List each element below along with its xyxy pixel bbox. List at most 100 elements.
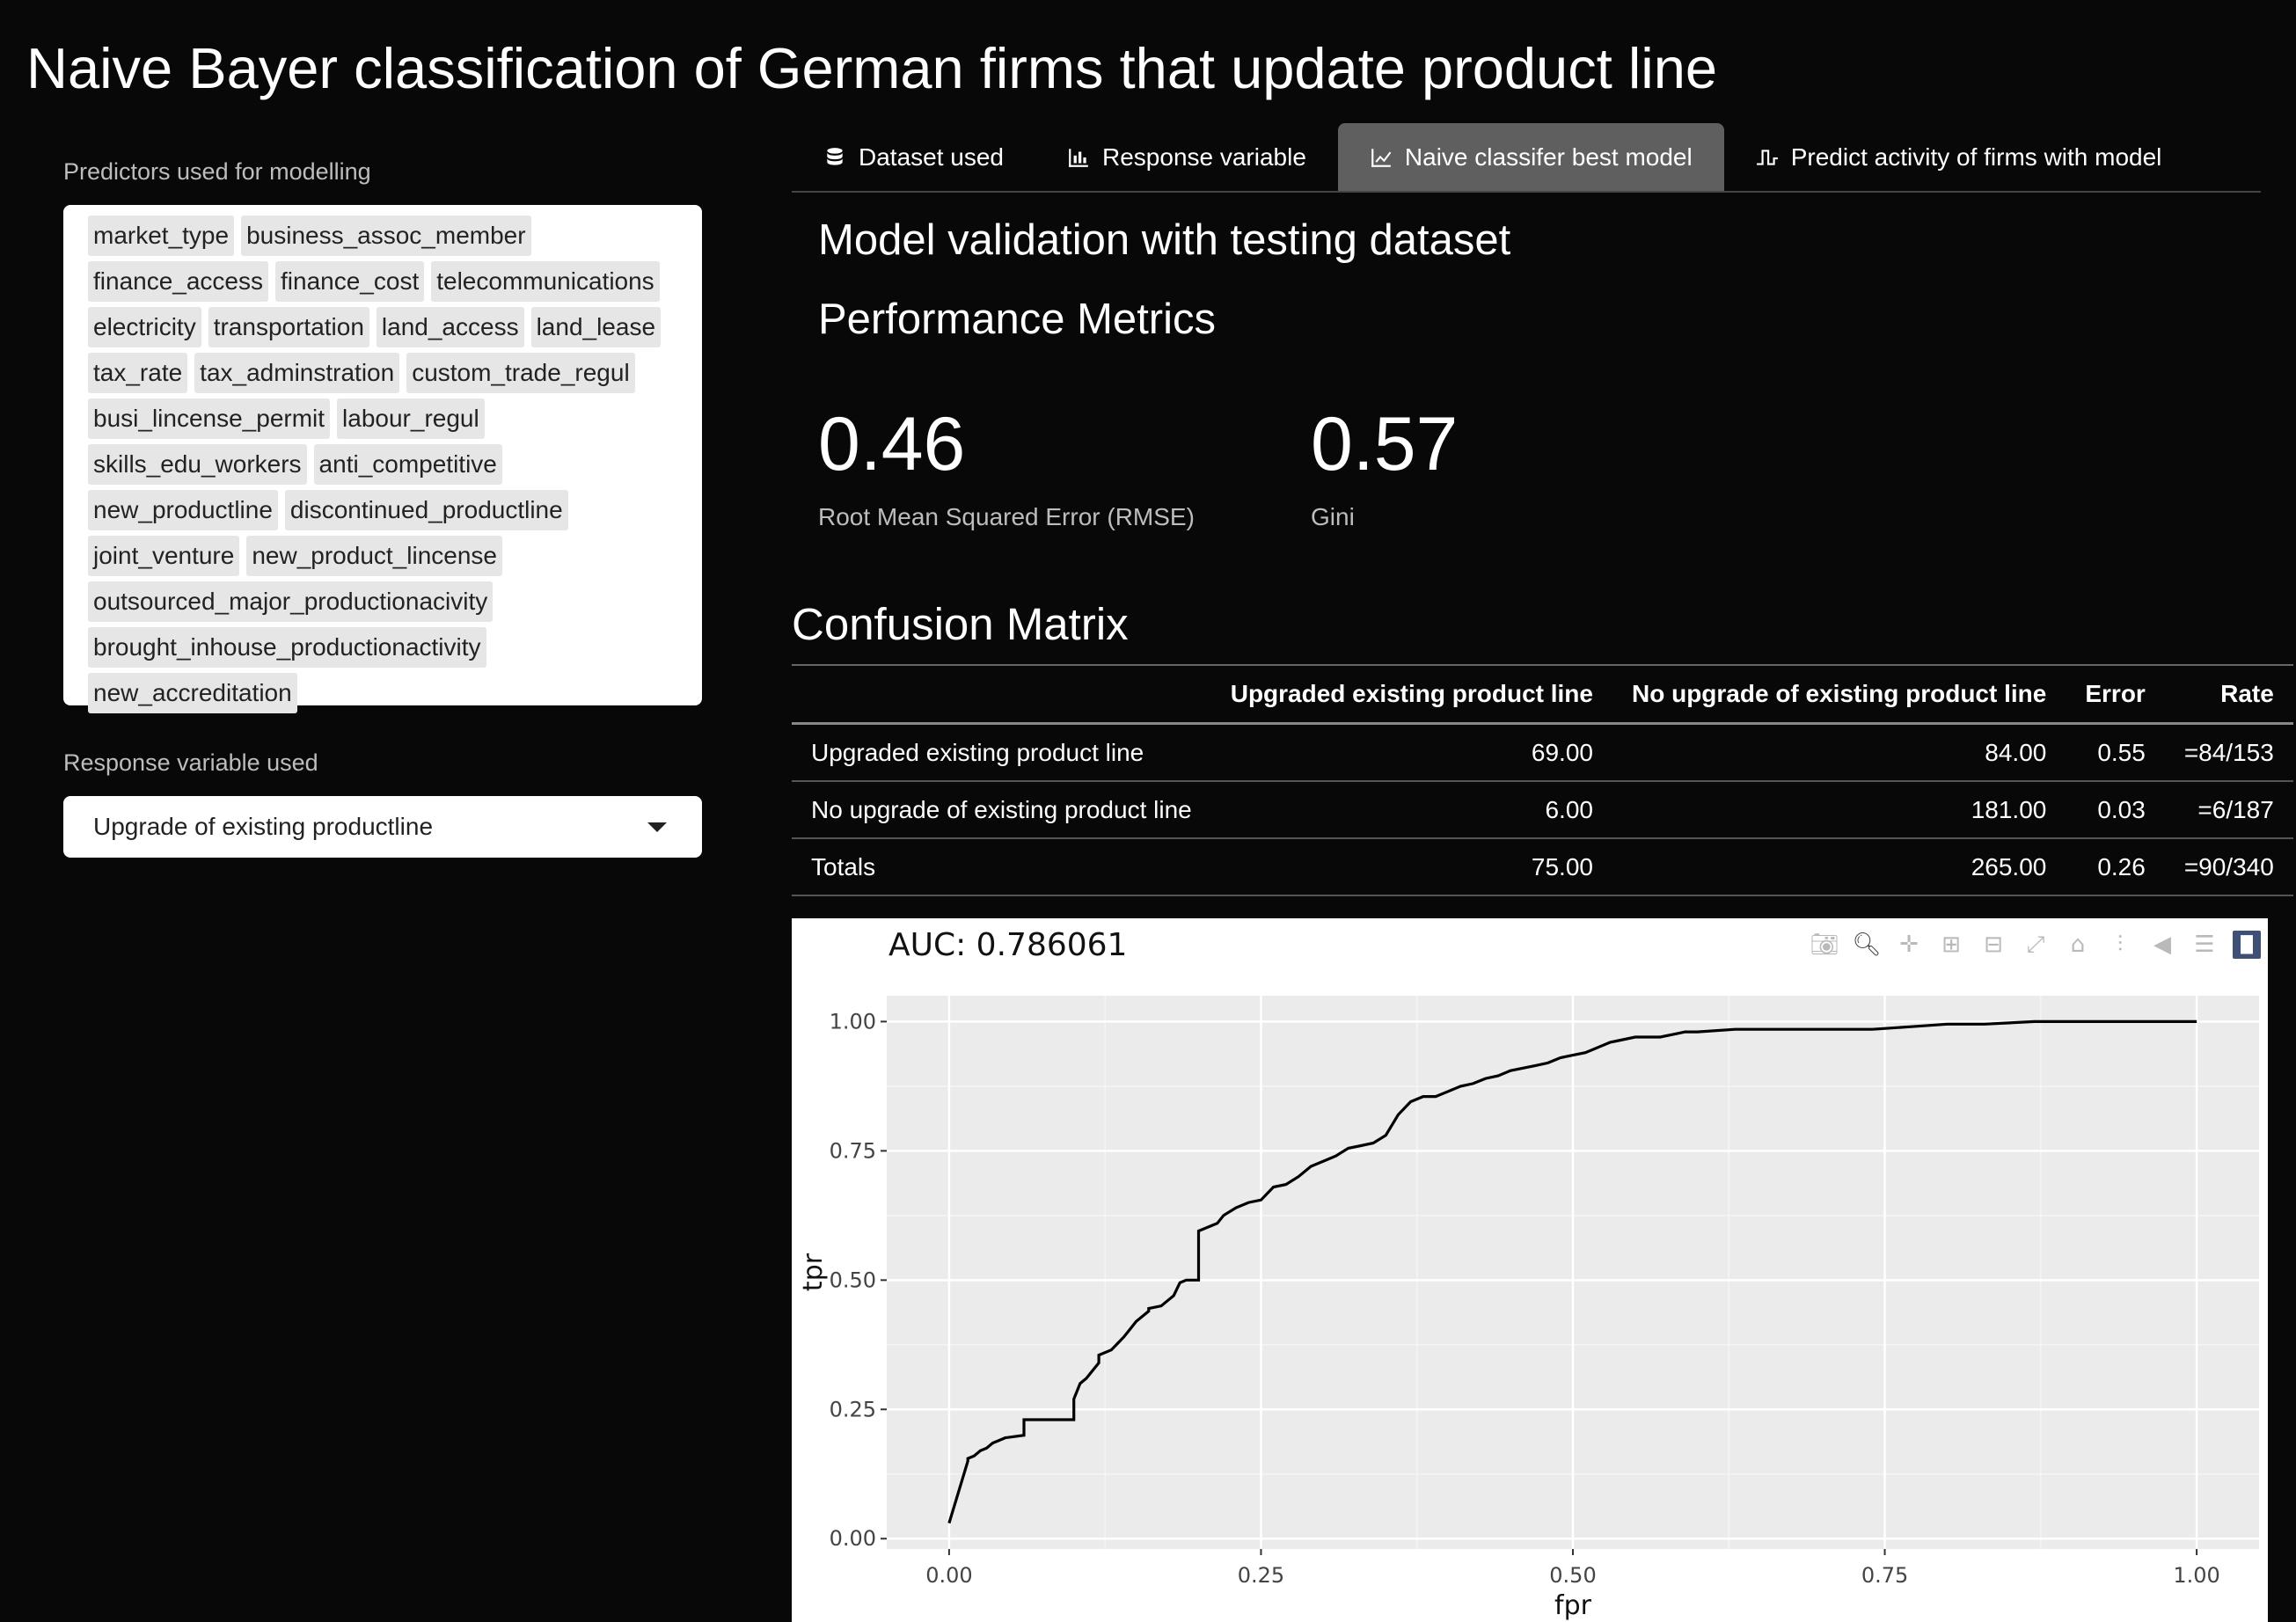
sidebar: Predictors used for modelling market_typ… [63,158,702,858]
predictor-tag[interactable]: telecommunications [431,261,660,302]
line-chart-icon [1371,148,1392,167]
table-row: Upgraded existing product line 69.00 84.… [792,723,2293,782]
tab-bar: Dataset used Response variable Naive cla… [792,123,2261,193]
confusion-matrix-title: Confusion Matrix [792,599,1129,649]
column-header: Error [2066,664,2165,725]
metric-rmse: 0.46 Root Mean Squared Error (RMSE) [818,405,1195,531]
spike-lines-icon[interactable]: ⫶ [2117,931,2124,958]
x-tick-label: 0.50 [1549,1563,1596,1588]
chevron-down-icon [647,822,667,832]
predictor-tag[interactable]: new_accreditation [88,673,297,713]
predictor-tag[interactable]: finance_cost [275,261,425,302]
metric-gini: 0.57 Gini [1311,405,1458,531]
hover-compare-icon[interactable]: ☰ [2194,932,2215,958]
y-tick-label: 0.75 [830,1138,876,1163]
tab-predict-activity[interactable]: Predict activity of firms with model [1724,123,2194,191]
predictor-tag[interactable]: discontinued_productline [284,490,568,530]
predictor-tag[interactable]: new_product_lincense [246,536,502,576]
response-label: Response variable used [63,749,318,776]
y-axis-label: tpr [798,1253,829,1291]
table-cell: =90/340 [2164,838,2293,896]
predictor-tag[interactable]: tax_rate [88,353,188,393]
y-tick-label: 0.00 [830,1526,876,1551]
predictor-tag[interactable]: tax_adminstration [194,353,400,393]
metric-value: 0.46 [818,402,966,486]
table-row: No upgrade of existing product line 6.00… [792,781,2293,839]
predictor-tag[interactable]: electricity [88,307,201,347]
zoom-icon[interactable]: 🔍︎ [1852,932,1882,958]
predictor-tag[interactable]: land_access [376,307,524,347]
zoom-out-icon[interactable]: ⊟ [1984,932,2003,958]
zoom-in-icon[interactable]: ⊞ [1941,932,1961,958]
plotly-logo-icon[interactable]: ▐▌ [2233,931,2261,959]
column-header: Rate [2164,664,2293,725]
predictor-tag[interactable]: market_type [88,216,235,256]
tab-label: Naive classifer best model [1404,142,1693,171]
column-header: No upgrade of existing product line [1612,664,2066,725]
x-tick-label: 0.75 [1861,1563,1908,1588]
chart-title: AUC: 0.786061 [888,927,1128,963]
table-cell: 181.00 [1612,781,2066,839]
bar-chart-icon [1069,148,1088,167]
row-label: No upgrade of existing product line [792,781,1211,839]
table-cell: 69.00 [1210,723,1612,782]
metric-label: Root Mean Squared Error (RMSE) [818,503,1195,530]
metric-label: Gini [1311,503,1355,530]
tab-label: Dataset used [859,142,1004,171]
predictor-tag[interactable]: busi_lincense_permit [88,398,331,439]
table-cell: 265.00 [1612,838,2066,896]
row-label: Totals [792,838,1211,896]
predictor-tag[interactable]: finance_access [88,261,269,302]
predictor-tag[interactable]: new_productline [88,490,278,530]
roc-plot[interactable]: 0.00 0.25 0.50 0.75 1.00 0.00 0.25 0.50 0.75 1.00… [792,918,2268,1622]
roc-curve-line [947,1019,2197,1524]
table-cell: 0.26 [2066,838,2165,896]
predictor-tag[interactable]: business_assoc_member [241,216,531,256]
predictor-tag[interactable]: land_lease [530,307,662,347]
page-title: Naive Bayer classification of German fir… [26,36,1718,100]
step-wave-icon [1756,149,1778,165]
table-header-row: Upgraded existing product line No upgrad… [792,664,2293,725]
plot-modebar: 📷︎ 🔍︎ ✛ ⊞ ⊟ ⤢ ⌂ ⫶ ◀ ☰ ▐▌ [1810,931,2261,959]
roc-chart-svg[interactable]: 0.00 0.25 0.50 0.75 1.00 0.00 0.25 0.50 0.75 1.00… [792,918,2268,1622]
predictor-tag[interactable]: outsourced_major_productionacivity [88,581,494,622]
predictor-tag[interactable]: labour_regul [337,398,485,439]
column-header [792,664,1211,725]
table-cell: 6.00 [1210,781,1612,839]
predictors-label: Predictors used for modelling [63,158,371,185]
predictor-tag[interactable]: joint_venture [88,536,240,576]
tab-dataset-used[interactable]: Dataset used [792,123,1035,191]
predictor-tag[interactable]: transportation [208,307,369,347]
x-tick-label: 0.25 [1238,1563,1284,1588]
hover-closest-icon[interactable]: ◀ [2153,932,2171,958]
predictor-tag[interactable]: brought_inhouse_productionactivity [88,627,486,668]
camera-icon[interactable]: 📷︎ [1810,932,1839,958]
row-label: Upgraded existing product line [792,723,1211,782]
metric-value: 0.57 [1311,402,1459,486]
response-select-value: Upgrade of existing productline [93,813,434,840]
x-tick-label: 1.00 [2173,1563,2219,1588]
main-panel: Dataset used Response variable Naive cla… [792,123,2293,896]
table-cell: 0.55 [2066,723,2165,782]
table-cell: =6/187 [2164,781,2293,839]
table-cell: 84.00 [1612,723,2066,782]
predictors-multiselect[interactable]: market_type business_assoc_member finance_… [63,205,702,713]
autoscale-icon[interactable]: ⤢ [2026,931,2045,958]
home-icon[interactable]: ⌂ [2070,932,2086,958]
pan-icon[interactable]: ✛ [1899,932,1919,958]
tab-response-variable[interactable]: Response variable [1035,123,1338,191]
x-tick-label: 0.00 [925,1563,972,1588]
database-icon [827,147,843,165]
metrics-title: Performance Metrics [818,296,1217,343]
predictor-tag[interactable]: skills_edu_workers [88,444,307,485]
tab-label: Predict activity of firms with model [1790,142,2162,171]
response-select[interactable]: Upgrade of existing productline [63,796,702,858]
table-row: Totals 75.00 265.00 0.26 =90/340 [792,838,2293,896]
predictor-tag[interactable]: anti_competitive [313,444,502,485]
table-cell: 75.00 [1210,838,1612,896]
predictor-tag[interactable]: custom_trade_regul [406,353,635,393]
tab-label: Response variable [1102,142,1306,171]
x-axis-label: fpr [1554,1590,1592,1621]
tab-naive-classifier-best-model[interactable]: Naive classifer best model [1337,123,1724,191]
y-tick-label: 1.00 [830,1009,876,1034]
